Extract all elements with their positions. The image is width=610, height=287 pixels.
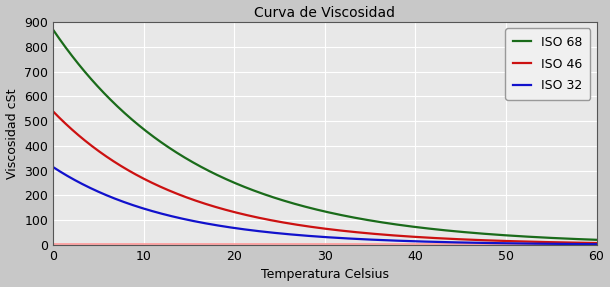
ISO 32 — [146, 208, 153, 212]
ISO 32 — [189, 219, 196, 223]
ISO 68 — [459, 230, 466, 234]
ISO 68 — [49, 28, 57, 31]
ISO 32 — [593, 243, 600, 246]
ISO 32 — [459, 241, 466, 244]
ISO 68 — [593, 238, 600, 242]
ISO 46 — [412, 235, 420, 239]
ISO 32 — [370, 238, 377, 241]
Line: ISO 32: ISO 32 — [53, 167, 597, 244]
ISO 68 — [189, 160, 196, 164]
X-axis label: Temperatura Celsius: Temperatura Celsius — [260, 268, 389, 282]
ISO 68 — [370, 219, 377, 223]
Title: Curva de Viscosidad: Curva de Viscosidad — [254, 5, 395, 20]
ISO 46 — [146, 180, 153, 183]
Line: ISO 46: ISO 46 — [53, 111, 597, 243]
ISO 32 — [412, 240, 420, 243]
ISO 46 — [189, 198, 196, 201]
ISO 68 — [146, 132, 153, 135]
ISO 68 — [295, 203, 303, 207]
Legend: ISO 68, ISO 46, ISO 32: ISO 68, ISO 46, ISO 32 — [505, 28, 590, 100]
ISO 46 — [295, 223, 303, 227]
Line: ISO 68: ISO 68 — [53, 30, 597, 240]
ISO 46 — [49, 110, 57, 113]
ISO 46 — [370, 232, 377, 236]
ISO 32 — [295, 233, 303, 237]
ISO 32 — [49, 165, 57, 169]
Y-axis label: Viscosidad cSt: Viscosidad cSt — [5, 88, 18, 179]
ISO 68 — [412, 225, 420, 229]
ISO 46 — [593, 241, 600, 245]
ISO 46 — [459, 238, 466, 241]
